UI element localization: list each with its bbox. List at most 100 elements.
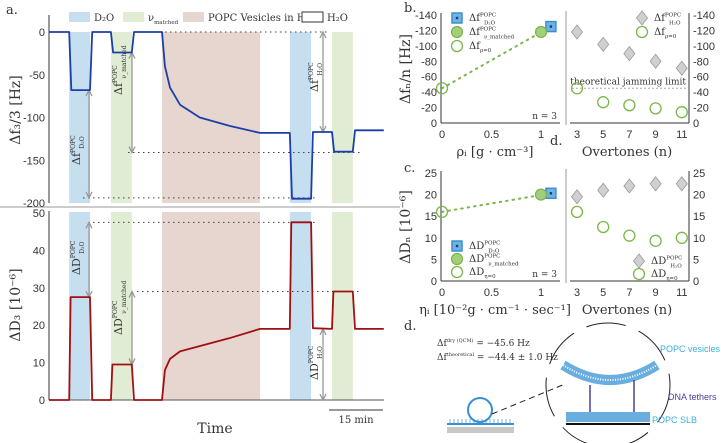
c-left-fit-line: [441, 192, 552, 213]
legend-marker-square-center: [455, 16, 459, 20]
band-matched-bottom: [110, 212, 132, 400]
legend-swatch-popc: [183, 12, 204, 22]
b-right-point-diamond: [649, 53, 662, 69]
legend-marker-diamond: [632, 253, 646, 269]
ytick-label: -100: [415, 41, 437, 53]
annotation-dd-h2o: ΔDPOPC H₂O: [308, 345, 324, 380]
b-left-fit-line: [441, 25, 552, 90]
ytick-label: 0: [693, 276, 699, 288]
band-popc-bottom: [162, 212, 260, 400]
legend-swatch-h2o: [301, 11, 324, 23]
ytick-label: -150: [23, 155, 45, 167]
b-left-point-square-center: [549, 25, 553, 28]
xtick-label: 0: [439, 287, 445, 299]
legend-marker-filled-circle: [450, 252, 464, 266]
b-left-x-label: ρᵢ [g · cm⁻³]: [457, 145, 534, 160]
legend-swatch-d2o: [69, 12, 90, 22]
band-d2o-top: [69, 32, 91, 203]
panel-label-d: d.: [404, 319, 416, 334]
band-d2o-bottom: [69, 212, 91, 400]
c-right-point-open-circle: [570, 205, 584, 219]
ytick-label: -80: [693, 56, 709, 68]
c-right-x-label: Overtones (n): [582, 303, 672, 318]
ytick-label: -40: [693, 87, 709, 99]
c-left-point-open-circle: [435, 205, 449, 219]
band-matched-bottom: [331, 212, 353, 400]
a-top-y-label: Δf₃/3 [Hz]: [8, 75, 24, 145]
label-popc-slb: POPC SLB: [652, 415, 697, 425]
c-right-point-diamond: [623, 178, 636, 194]
arrow-dd-h2o-head: [319, 393, 327, 402]
panel-label-b: b.: [404, 1, 416, 16]
legend-marker-diamond: [635, 10, 649, 26]
arrow-dd-matched-tail: [128, 290, 136, 298]
b-right-point-open-circle: [623, 99, 636, 112]
b-right-point-open-circle: [675, 106, 688, 119]
annotation-df-matched: ΔfPOPC ν_matched: [112, 45, 128, 95]
frequency-trace: [49, 31, 384, 200]
xtick-label: 11: [676, 129, 687, 141]
legend-label: ΔDPOPC H₂O: [651, 256, 682, 270]
legend-label-popc: POPC Vesicles in H₂O: [208, 13, 318, 24]
legend-marker-open-circle: [635, 25, 649, 39]
xtick-label: 9: [653, 287, 659, 299]
xtick-label: 1: [538, 129, 544, 141]
ytick-label: -60: [693, 72, 709, 84]
a-x-label: Time: [197, 421, 232, 437]
legend-label: ΔDPOPC ν_matched: [469, 254, 519, 268]
ytick-label: -20: [421, 103, 437, 115]
xtick-label: 5: [600, 287, 606, 299]
legend-marker-open-circle: [450, 265, 464, 279]
panel-label-c: c.: [404, 161, 415, 176]
ytick-label: -80: [421, 56, 437, 68]
ytick-label: 20: [425, 190, 437, 202]
legend-marker-square-center: [455, 244, 459, 248]
ytick-label: 0: [39, 27, 45, 39]
legend-swatch-matched: [123, 12, 144, 22]
xtick-label: 9: [653, 129, 659, 141]
legend-label: ΔDη=0: [651, 269, 678, 282]
c-right-point-open-circle: [597, 220, 610, 234]
arrow-df-matched-head: [128, 146, 136, 155]
n-note: n = 3: [532, 112, 557, 122]
ytick-label: -100: [23, 113, 45, 125]
c-right-point-diamond: [570, 189, 584, 205]
n-note: n = 3: [532, 270, 557, 280]
b-right-point-diamond: [623, 45, 636, 62]
c-right-point-open-circle: [649, 234, 662, 247]
b-left-point-filled-circle: [534, 25, 548, 39]
legend-label: ΔfPOPC ν_matched: [469, 27, 515, 41]
c-left-y-label: ΔDₙ [10⁻⁶]: [398, 190, 414, 264]
ytick-label: 0: [431, 118, 437, 130]
arrow-df-d2o-head: [85, 191, 93, 200]
panel-label-a: a.: [6, 3, 18, 18]
legend-label: ΔDPOPC D₂O: [469, 241, 500, 255]
ytick-label: 20: [693, 190, 705, 202]
equation-dry-qcm: Δfdry (QCM) = −45.6 Hz: [437, 337, 530, 349]
ytick-label: -120: [693, 25, 715, 37]
legend-label: Δfρ=0: [469, 41, 492, 54]
band-popc-top: [162, 32, 260, 203]
c-right-point-diamond: [675, 176, 688, 192]
ytick-label: -20: [693, 103, 709, 115]
xtick-label: 0.5: [484, 287, 499, 299]
ytick-label: -200: [23, 198, 45, 210]
ytick-label: 0: [693, 118, 699, 130]
zoom-line: [491, 383, 566, 415]
ytick-label: 15: [693, 211, 705, 223]
ytick-label: 5: [693, 254, 699, 266]
ytick-label: 50: [33, 208, 45, 220]
b-right-point-open-circle: [649, 102, 662, 115]
slb-bilayer: [566, 412, 650, 422]
xtick-label: 7: [626, 287, 632, 299]
ytick-label: 30: [33, 283, 45, 295]
c-left-point-square-center: [549, 192, 553, 195]
band-matched-top: [331, 32, 353, 203]
b-right-point-diamond: [597, 36, 610, 52]
band-d2o-top: [289, 32, 312, 203]
ytick-label: 15: [425, 211, 437, 223]
ytick-label: -60: [421, 72, 437, 84]
b-left-y-label: Δfₙ/n [Hz]: [398, 34, 414, 104]
b-right-x-label: Overtones (n): [582, 145, 672, 160]
